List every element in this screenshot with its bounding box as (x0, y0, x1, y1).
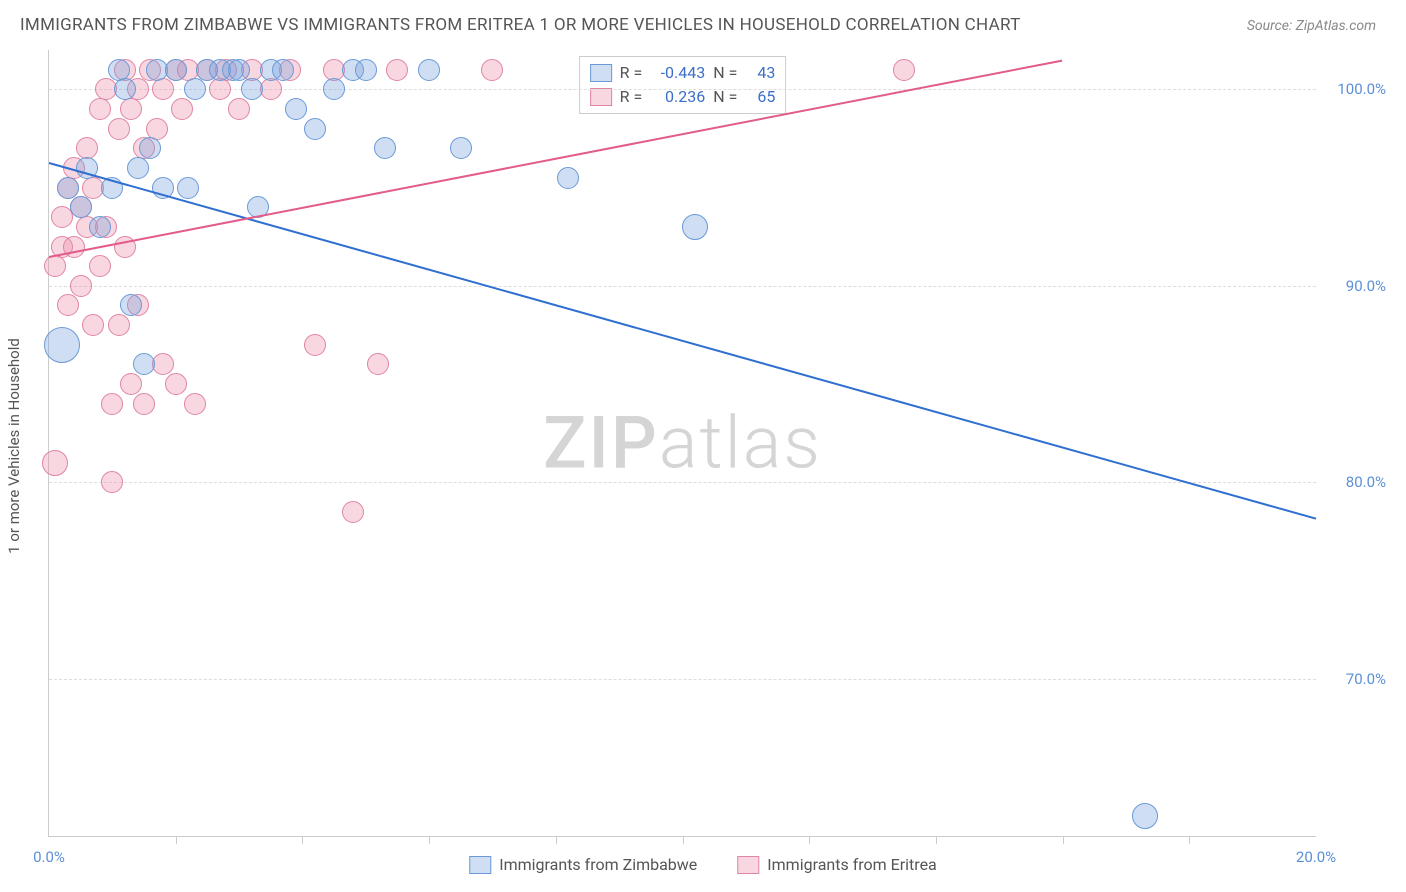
scatter-point-zimbabwe (120, 294, 142, 316)
x-tick (683, 836, 684, 844)
scatter-point-zimbabwe (682, 214, 708, 240)
legend-item-eritrea: Immigrants from Eritrea (737, 855, 936, 874)
scatter-point-eritrea (101, 471, 123, 493)
scatter-point-eritrea (89, 98, 111, 120)
scatter-point-zimbabwe (1132, 803, 1158, 829)
scatter-point-zimbabwe (44, 327, 80, 363)
scatter-point-zimbabwe (418, 59, 440, 81)
scatter-point-eritrea (304, 334, 326, 356)
scatter-point-zimbabwe (89, 216, 111, 238)
scatter-point-zimbabwe (57, 177, 79, 199)
scatter-point-eritrea (209, 78, 231, 100)
scatter-point-eritrea (260, 78, 282, 100)
scatter-point-zimbabwe (272, 59, 294, 81)
scatter-point-eritrea (152, 353, 174, 375)
watermark-atlas: atlas (659, 401, 822, 486)
scatter-point-zimbabwe (323, 78, 345, 100)
y-axis-title: 1 or more Vehicles in Household (5, 338, 23, 554)
grid-line (49, 482, 1316, 483)
legend-label-eritrea: Immigrants from Eritrea (767, 855, 936, 874)
x-tick (429, 836, 430, 844)
scatter-point-zimbabwe (133, 353, 155, 375)
scatter-point-eritrea (228, 98, 250, 120)
scatter-point-eritrea (108, 118, 130, 140)
x-tick-label: 20.0% (1296, 848, 1336, 866)
x-tick (809, 836, 810, 844)
x-tick (1189, 836, 1190, 844)
legend-item-zimbabwe: Immigrants from Zimbabwe (469, 855, 697, 874)
chart-title: IMMIGRANTS FROM ZIMBABWE VS IMMIGRANTS F… (20, 15, 1021, 35)
x-tick (302, 836, 303, 844)
r-label: R = (620, 61, 643, 85)
scatter-point-eritrea (386, 59, 408, 81)
scatter-point-zimbabwe (177, 177, 199, 199)
trend-line-zimbabwe (49, 162, 1317, 520)
scatter-point-eritrea (133, 393, 155, 415)
scatter-point-eritrea (120, 373, 142, 395)
x-tick (176, 836, 177, 844)
scatter-point-eritrea (481, 59, 503, 81)
scatter-point-eritrea (120, 98, 142, 120)
grid-line (49, 679, 1316, 680)
x-tick-label: 0.0% (33, 848, 65, 866)
scatter-point-zimbabwe (165, 59, 187, 81)
y-tick-label: 90.0% (1326, 277, 1386, 295)
scatter-point-eritrea (165, 373, 187, 395)
x-tick (936, 836, 937, 844)
scatter-point-eritrea (108, 314, 130, 336)
stats-row-zimbabwe: R = -0.443 N = 43 (590, 61, 776, 85)
scatter-point-zimbabwe (127, 157, 149, 179)
scatter-point-zimbabwe (228, 59, 250, 81)
scatter-point-eritrea (70, 275, 92, 297)
r-value-zimbabwe: -0.443 (650, 61, 705, 85)
scatter-point-zimbabwe (285, 98, 307, 120)
scatter-point-eritrea (101, 393, 123, 415)
scatter-point-zimbabwe (355, 59, 377, 81)
chart-container: IMMIGRANTS FROM ZIMBABWE VS IMMIGRANTS F… (0, 0, 1406, 892)
scatter-point-eritrea (152, 78, 174, 100)
x-tick (556, 836, 557, 844)
scatter-point-zimbabwe (304, 118, 326, 140)
scatter-point-eritrea (367, 353, 389, 375)
scatter-point-zimbabwe (139, 137, 161, 159)
watermark: ZIPatlas (543, 401, 822, 486)
watermark-zip: ZIP (543, 401, 659, 486)
y-tick-label: 80.0% (1326, 473, 1386, 491)
y-tick-label: 100.0% (1326, 80, 1386, 98)
scatter-point-eritrea (184, 393, 206, 415)
bottom-legend: Immigrants from Zimbabwe Immigrants from… (469, 855, 937, 874)
legend-label-zimbabwe: Immigrants from Zimbabwe (499, 855, 697, 874)
n-value-zimbabwe: 43 (745, 61, 775, 85)
swatch-zimbabwe (590, 64, 612, 82)
scatter-point-eritrea (42, 450, 68, 476)
grid-line (49, 89, 1316, 90)
scatter-point-eritrea (171, 98, 193, 120)
scatter-point-eritrea (82, 314, 104, 336)
swatch-eritrea (737, 856, 759, 874)
grid-line (49, 286, 1316, 287)
stats-legend: R = -0.443 N = 43 R = 0.236 N = 65 (579, 56, 787, 114)
x-tick (1063, 836, 1064, 844)
scatter-point-zimbabwe (114, 78, 136, 100)
scatter-point-zimbabwe (70, 196, 92, 218)
scatter-point-zimbabwe (108, 59, 130, 81)
scatter-point-zimbabwe (184, 78, 206, 100)
source-attribution: Source: ZipAtlas.com (1247, 18, 1376, 34)
scatter-point-eritrea (342, 501, 364, 523)
y-tick-label: 70.0% (1326, 670, 1386, 688)
n-label: N = (713, 61, 737, 85)
plot-area: ZIPatlas R = -0.443 N = 43 R = 0.236 N =… (48, 50, 1316, 837)
scatter-point-zimbabwe (557, 167, 579, 189)
scatter-point-zimbabwe (374, 137, 396, 159)
scatter-point-zimbabwe (241, 78, 263, 100)
swatch-eritrea (590, 88, 612, 106)
scatter-point-zimbabwe (450, 137, 472, 159)
scatter-point-eritrea (89, 255, 111, 277)
swatch-zimbabwe (469, 856, 491, 874)
scatter-point-eritrea (44, 255, 66, 277)
scatter-point-eritrea (57, 294, 79, 316)
scatter-point-eritrea (893, 59, 915, 81)
